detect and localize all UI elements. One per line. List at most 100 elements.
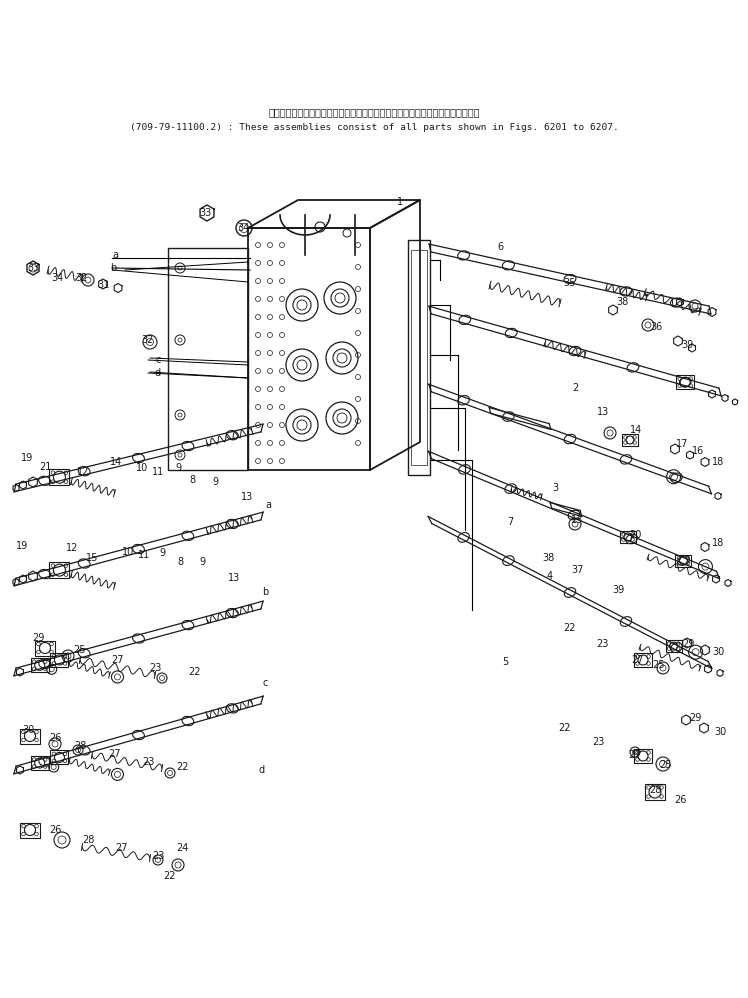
Text: 13: 13 <box>597 407 609 417</box>
Text: 36: 36 <box>650 322 662 332</box>
Bar <box>411 250 427 465</box>
Text: 10: 10 <box>122 547 134 557</box>
Text: 26: 26 <box>674 795 686 805</box>
Text: 30: 30 <box>712 647 724 657</box>
Text: 9: 9 <box>199 557 205 567</box>
Text: 29: 29 <box>32 633 44 643</box>
Text: 14: 14 <box>630 425 642 435</box>
Text: 17: 17 <box>675 439 688 449</box>
Text: 37: 37 <box>571 565 584 575</box>
Text: 34: 34 <box>237 223 249 233</box>
Text: 30: 30 <box>714 727 726 737</box>
Bar <box>20 822 40 837</box>
Text: 8: 8 <box>189 475 195 485</box>
Text: 9: 9 <box>159 548 165 558</box>
Text: 6: 6 <box>497 242 503 252</box>
Text: 25: 25 <box>660 760 672 770</box>
Text: 26: 26 <box>49 825 61 835</box>
Text: 22: 22 <box>559 723 571 733</box>
Bar <box>620 531 636 543</box>
Text: 22: 22 <box>177 762 189 772</box>
Text: 38: 38 <box>616 297 628 307</box>
Text: 39: 39 <box>612 585 624 595</box>
Text: 11: 11 <box>152 467 164 477</box>
Bar <box>408 240 430 475</box>
Text: 11: 11 <box>138 550 150 560</box>
Text: 29: 29 <box>689 713 701 723</box>
Text: a: a <box>112 250 118 260</box>
Text: 27: 27 <box>629 750 641 760</box>
Text: 39: 39 <box>681 340 693 350</box>
Text: d: d <box>259 765 265 775</box>
Text: 14: 14 <box>110 457 122 467</box>
Bar <box>676 375 694 389</box>
Text: 13: 13 <box>241 492 253 502</box>
Text: b: b <box>262 587 268 597</box>
Text: 13: 13 <box>228 573 240 583</box>
Text: 32: 32 <box>142 335 154 345</box>
Text: 22: 22 <box>564 623 576 633</box>
Bar <box>31 659 49 673</box>
Text: これらのアセンブリの構成部品は第６２０１図から第６２０７図まで含みます．: これらのアセンブリの構成部品は第６２０１図から第６２０７図まで含みます． <box>269 107 479 117</box>
Text: c: c <box>263 678 268 688</box>
Text: 9: 9 <box>175 463 181 473</box>
Bar <box>50 750 69 764</box>
Bar <box>35 641 55 656</box>
Text: 12: 12 <box>66 543 79 553</box>
Text: 28: 28 <box>649 785 661 795</box>
Text: 25: 25 <box>74 645 86 655</box>
Text: 3: 3 <box>552 483 558 493</box>
Bar <box>666 640 681 652</box>
Text: 9: 9 <box>212 477 218 487</box>
Text: 15: 15 <box>86 553 98 563</box>
Text: 23: 23 <box>149 663 161 673</box>
Text: 10: 10 <box>136 463 148 473</box>
Text: 23: 23 <box>142 757 154 767</box>
Text: 27: 27 <box>108 749 121 759</box>
Text: 23: 23 <box>152 851 165 861</box>
Text: 22: 22 <box>164 871 177 881</box>
Bar <box>31 756 49 770</box>
Bar <box>49 562 70 578</box>
Text: 24: 24 <box>176 843 188 853</box>
Text: 4: 4 <box>547 571 553 581</box>
Text: 28: 28 <box>74 741 86 751</box>
Text: b: b <box>110 263 116 273</box>
Text: 16: 16 <box>692 446 704 456</box>
Text: 13: 13 <box>571 515 583 525</box>
Text: 18: 18 <box>712 538 724 548</box>
Text: 30: 30 <box>22 725 34 735</box>
Bar <box>622 434 638 446</box>
Text: 26: 26 <box>49 733 61 743</box>
Bar <box>634 749 652 763</box>
Text: 32: 32 <box>76 273 88 283</box>
Text: 27: 27 <box>116 843 128 853</box>
Text: 38: 38 <box>542 553 554 563</box>
Text: 19: 19 <box>16 541 28 551</box>
Text: (709-79-11100.2) : These assemblies consist of all parts shown in Figs. 6201 to : (709-79-11100.2) : These assemblies cons… <box>129 123 619 132</box>
Text: 27: 27 <box>632 655 644 665</box>
Text: a: a <box>265 500 271 510</box>
Bar <box>168 248 248 470</box>
Text: 20: 20 <box>629 530 641 540</box>
Text: 31: 31 <box>97 280 109 290</box>
Text: 27: 27 <box>111 655 124 665</box>
Text: 33: 33 <box>199 208 211 218</box>
Text: 28: 28 <box>82 835 94 845</box>
Text: 29: 29 <box>682 639 694 649</box>
Text: d: d <box>155 368 161 378</box>
Bar <box>20 729 40 744</box>
Text: 23: 23 <box>592 737 604 747</box>
Text: 33: 33 <box>27 263 39 273</box>
Text: 18: 18 <box>712 457 724 467</box>
Text: 2: 2 <box>572 383 578 393</box>
Text: c: c <box>156 355 161 365</box>
Text: 7: 7 <box>507 517 513 527</box>
Bar <box>634 653 652 667</box>
Text: 22: 22 <box>188 667 201 677</box>
Text: 21: 21 <box>39 462 51 472</box>
Text: 12: 12 <box>77 467 89 477</box>
Text: 8: 8 <box>177 557 183 567</box>
Text: 23: 23 <box>596 639 608 649</box>
Text: 1: 1 <box>397 197 403 207</box>
